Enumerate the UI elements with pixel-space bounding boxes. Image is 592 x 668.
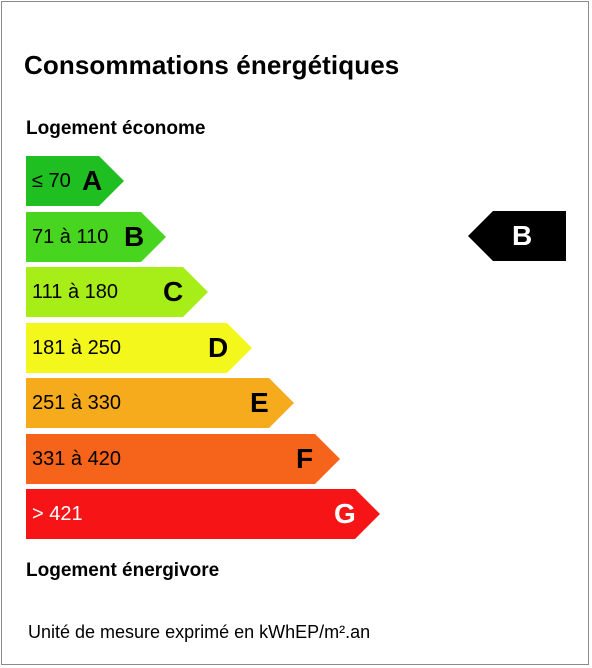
energy-class-bar-d: 181 à 250 D	[26, 323, 252, 373]
class-range: 111 à 180	[32, 281, 119, 303]
class-bar-shape	[26, 156, 124, 206]
energy-class-bar-f: 331 à 420 F	[26, 434, 340, 484]
marker-arrow-shape	[468, 211, 566, 261]
class-range: ≤ 70	[32, 170, 71, 192]
current-class-letter: B	[512, 220, 533, 251]
class-bar-shape	[26, 378, 294, 428]
class-letter: B	[124, 221, 145, 252]
efficient-housing-label: Logement économe	[26, 118, 206, 139]
class-bar-fill	[26, 156, 124, 206]
energy-class-bar-b: 71 à 110 B	[26, 212, 166, 262]
energy-class-bar-g: > 421 G	[26, 489, 380, 539]
class-bar-fill	[26, 378, 294, 428]
class-range: 251 à 330	[32, 392, 121, 414]
class-letter: D	[208, 332, 229, 363]
class-range: 181 à 250	[32, 337, 121, 359]
energy-class-bar-e: 251 à 330 E	[26, 378, 294, 428]
class-bar-fill	[26, 434, 340, 484]
class-letter: F	[296, 443, 314, 474]
class-letter: A	[82, 165, 103, 196]
class-range: 71 à 110	[32, 226, 109, 248]
class-bar-fill	[26, 489, 380, 539]
class-bar-fill	[26, 212, 166, 262]
class-bar-fill	[26, 267, 208, 317]
unit-label: Unité de mesure exprimé en kWhEP/m².an	[28, 622, 371, 642]
class-range: 331 à 420	[32, 448, 121, 470]
page-title: Consommations énergétiques	[24, 50, 400, 80]
class-bar-shape	[26, 323, 252, 373]
class-bar-shape	[26, 212, 166, 262]
class-bar-shape	[26, 267, 208, 317]
energy-intensive-housing-label: Logement énergivore	[26, 560, 220, 581]
current-class-marker: B	[468, 211, 566, 261]
energy-class-bar-a: ≤ 70 A	[26, 156, 124, 206]
class-range: > 421	[32, 503, 83, 525]
class-bar-shape	[26, 489, 380, 539]
class-letter: E	[250, 387, 269, 418]
class-letter: G	[334, 498, 356, 529]
class-bar-shape	[26, 434, 340, 484]
class-letter: C	[163, 276, 184, 307]
energy-class-bar-c: 111 à 180 C	[26, 267, 208, 317]
class-bar-fill	[26, 323, 252, 373]
